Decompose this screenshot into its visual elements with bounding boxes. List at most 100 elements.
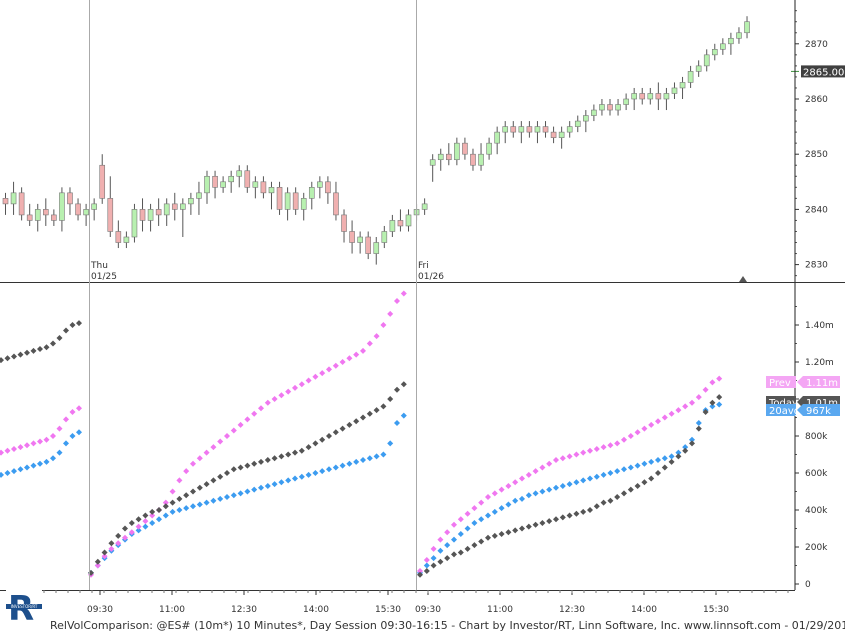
candle <box>744 16 750 39</box>
volume-point <box>373 333 380 340</box>
volume-point <box>305 471 312 478</box>
candle-up <box>744 21 750 34</box>
volume-tick-label: 0 <box>805 580 811 590</box>
volume-point <box>149 508 156 515</box>
volume-point <box>689 399 695 406</box>
candle <box>155 198 162 226</box>
volume-tick-label: 200k <box>805 543 828 553</box>
price-axis: 2830 2840 2850 2860 2870 2865.00 <box>791 10 845 277</box>
candle <box>720 38 726 55</box>
volume-point <box>108 540 115 547</box>
candle <box>228 170 234 193</box>
candle <box>115 220 122 249</box>
candle-up <box>558 131 565 138</box>
volume-point <box>417 571 423 578</box>
volume-point <box>24 442 30 449</box>
volume-point <box>196 501 203 508</box>
volume-series <box>0 290 723 578</box>
volume-point <box>244 462 251 469</box>
volume-point <box>621 436 627 443</box>
volume-point <box>614 494 621 501</box>
volume-point <box>264 457 271 464</box>
candle-up <box>357 236 363 243</box>
candle <box>18 187 25 221</box>
volume-point <box>566 481 573 488</box>
volume-point <box>76 429 82 436</box>
volume-point <box>326 466 332 473</box>
volume-point <box>655 470 661 476</box>
volume-point <box>587 475 593 482</box>
candle-up <box>679 82 686 89</box>
candle <box>212 170 218 199</box>
volume-point <box>292 449 298 456</box>
candle-up <box>591 109 597 116</box>
volume-point <box>716 375 723 382</box>
candle-down <box>171 203 178 210</box>
candle <box>736 27 742 44</box>
volume-point <box>0 357 4 364</box>
volume-point <box>702 386 709 393</box>
volume-point <box>682 403 689 410</box>
time-tick-label: 14:00 <box>303 605 329 615</box>
volume-point <box>11 468 17 475</box>
volume-point <box>43 344 50 351</box>
volume-tick-label: 1.40m <box>805 321 834 331</box>
volume-point <box>366 410 373 417</box>
volume-point <box>63 440 69 447</box>
time-tick-label: 09:30 <box>87 605 113 615</box>
volume-point <box>56 449 63 456</box>
logo-caption: INVESTOR/RT <box>11 604 38 609</box>
volume-point <box>394 297 400 304</box>
candle <box>67 187 73 215</box>
volume-point <box>353 458 360 465</box>
candle-down <box>542 126 549 133</box>
volume-point <box>258 405 264 412</box>
candle <box>478 143 484 171</box>
volume-point <box>648 475 655 482</box>
candle <box>655 82 662 111</box>
volume-point <box>485 512 491 519</box>
volume-point <box>224 494 230 501</box>
candle-down <box>18 192 25 216</box>
volume-point <box>573 510 580 517</box>
volume-point <box>627 464 634 471</box>
volume-point <box>176 495 183 502</box>
candle-up <box>631 93 637 100</box>
candle <box>639 87 646 105</box>
volume-point <box>176 507 183 513</box>
volume-point <box>326 433 332 439</box>
volume-point <box>224 470 230 476</box>
candle-up <box>236 170 243 177</box>
volume-point <box>210 477 217 484</box>
volume-point <box>519 475 525 482</box>
candle-down <box>397 220 404 227</box>
candle-up <box>703 54 710 67</box>
volume-point <box>312 440 319 447</box>
candle-down <box>462 142 468 155</box>
volume-point <box>505 529 512 536</box>
volume-point <box>573 451 580 458</box>
candle-down <box>655 93 662 100</box>
volume-point <box>17 444 24 451</box>
candle <box>454 137 460 166</box>
candle <box>429 154 436 182</box>
volume-point <box>648 421 655 428</box>
volume-point <box>539 464 546 471</box>
volume-point <box>580 508 587 515</box>
volume-point <box>702 408 709 415</box>
time-tick-label: 15:30 <box>703 605 729 615</box>
candle-down <box>244 170 251 188</box>
volume-point <box>627 486 634 493</box>
volume-point <box>292 384 298 391</box>
volume-point <box>128 529 135 536</box>
candle <box>139 198 146 232</box>
volume-point <box>94 562 101 569</box>
volume-point <box>339 359 346 365</box>
volume-point <box>675 453 682 460</box>
volume-point <box>621 466 627 473</box>
candle <box>42 198 49 226</box>
candle-up <box>34 209 41 221</box>
volume-point <box>319 436 326 443</box>
volume-point <box>380 322 387 328</box>
